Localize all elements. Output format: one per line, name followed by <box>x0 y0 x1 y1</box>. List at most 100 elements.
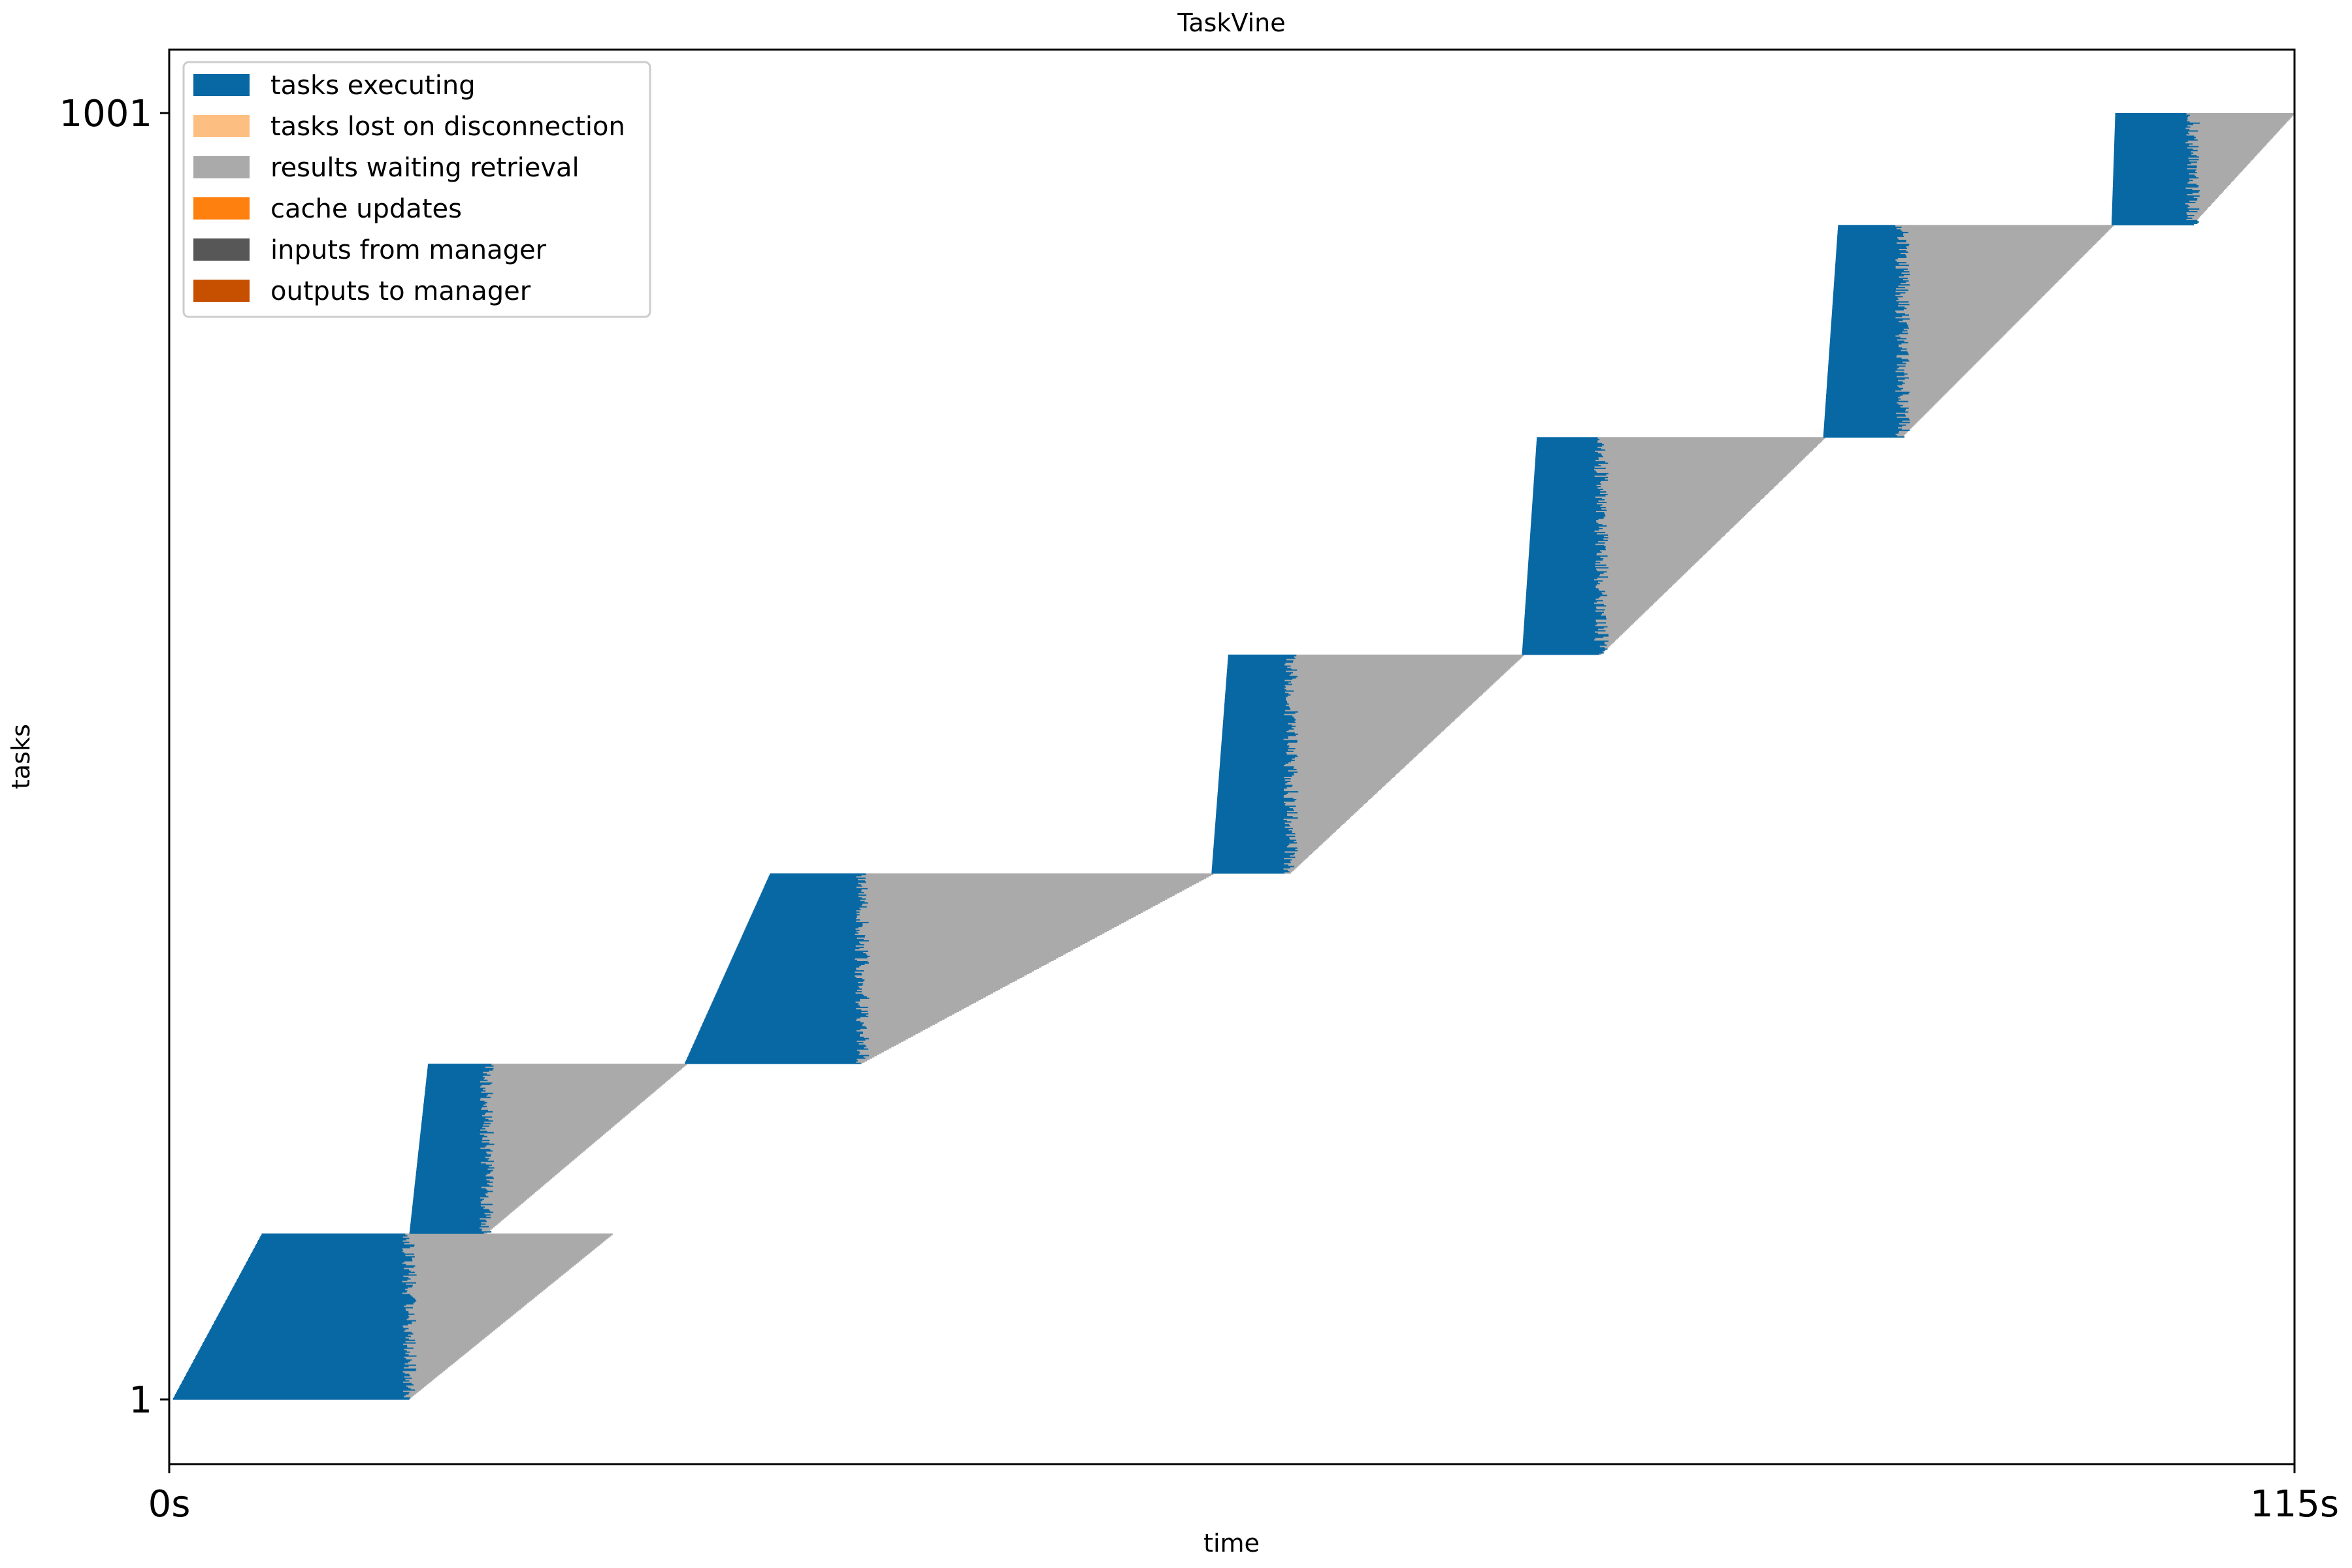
exec-bar <box>425 1092 493 1094</box>
wait-bar <box>868 939 1090 942</box>
exec-bar <box>1527 570 1607 573</box>
exec-bar <box>1835 260 1897 263</box>
wait-bar <box>1298 676 1502 678</box>
exec-bar <box>415 1180 490 1182</box>
exec-bar <box>421 1121 485 1123</box>
exec-bar <box>1216 813 1288 815</box>
wait-bar <box>416 1274 563 1276</box>
exec-bar <box>215 1320 416 1322</box>
exec-bar <box>426 1078 484 1080</box>
wait-bar <box>862 924 1119 926</box>
exec-bar <box>1529 552 1597 555</box>
wait-bar <box>481 1186 542 1188</box>
exec-bar <box>211 1326 404 1328</box>
exec-bar <box>188 1369 416 1371</box>
wait-bar <box>1895 294 2044 297</box>
wait-bar <box>1604 512 1748 514</box>
wait-bar <box>1298 817 1350 819</box>
exec-bar <box>1826 390 1896 392</box>
exec-bar <box>416 1169 493 1171</box>
wait-bar <box>1897 354 1984 357</box>
wait-bar <box>2189 178 2235 180</box>
wait-bar <box>487 1159 574 1161</box>
wait-bar <box>1901 357 1982 359</box>
exec-bar <box>1833 302 1899 304</box>
wait-bar <box>415 1256 585 1258</box>
exec-bar <box>1832 306 1905 308</box>
wait-bar <box>1906 415 1924 417</box>
exec-bar <box>1522 653 1599 655</box>
exec-bar <box>2113 178 2190 180</box>
exec-bar <box>1826 389 1902 391</box>
wait-bar <box>1290 665 1513 667</box>
exec-bar <box>1211 872 1285 874</box>
wait-bar <box>407 1346 474 1348</box>
exec-bar <box>1222 730 1287 732</box>
exec-bar <box>1535 466 1595 468</box>
wait-bar <box>860 899 1165 902</box>
exec-bar <box>2115 121 2190 123</box>
wait-bar <box>414 1313 515 1315</box>
wait-bar <box>483 1124 616 1126</box>
wait-bar <box>1910 421 1918 423</box>
exec-bar <box>197 1352 406 1354</box>
wait-bar <box>866 898 1168 900</box>
wait-bar <box>1599 653 1602 655</box>
wait-bar <box>1899 248 2090 250</box>
x-tick-label: 115s <box>2250 1483 2339 1526</box>
exec-bar <box>196 1355 417 1357</box>
exec-bar <box>768 875 857 878</box>
exec-bar <box>1535 462 1609 464</box>
exec-bar <box>412 1211 494 1213</box>
wait-bar <box>485 1066 684 1068</box>
wait-bar <box>494 1143 593 1145</box>
exec-bar <box>767 878 858 881</box>
wait-bar <box>868 1010 959 1012</box>
exec-bar <box>1223 717 1295 719</box>
wait-bar <box>1910 284 2055 286</box>
wait-bar <box>1292 830 1336 832</box>
exec-bar <box>1527 572 1604 574</box>
wait-bar <box>1598 457 1805 459</box>
wait-bar <box>1594 638 1616 641</box>
exec-bar <box>694 1041 864 1043</box>
wait-bar <box>1604 641 1614 644</box>
exec-bar <box>2114 152 2194 154</box>
exec-bar <box>259 1239 406 1241</box>
exec-bar <box>1532 502 1597 504</box>
exec-bar <box>2112 221 2199 223</box>
exec-bar <box>410 1228 482 1230</box>
wait-bar <box>1594 468 1793 470</box>
exec-bar <box>1831 324 1909 327</box>
exec-bar <box>1829 340 1904 342</box>
wait-bar <box>1284 851 1314 853</box>
exec-bar <box>1225 689 1286 691</box>
wait-bar <box>2192 188 2225 191</box>
exec-bar <box>1526 586 1596 589</box>
wait-bar <box>406 1291 542 1293</box>
wait-bar <box>1296 721 1452 723</box>
exec-bar <box>1535 455 1603 457</box>
exec-bar <box>2114 136 2197 139</box>
exec-bar <box>1826 394 1903 396</box>
exec-bar <box>242 1269 409 1271</box>
wait-bar <box>1298 849 1315 852</box>
exec-bar <box>243 1267 404 1269</box>
exec-bar <box>1829 345 1899 348</box>
wait-bar <box>1904 340 1999 342</box>
exec-bar <box>1531 517 1604 519</box>
exec-bar <box>414 1194 487 1196</box>
wait-bar <box>860 1005 969 1007</box>
exec-bar <box>1218 780 1291 782</box>
exec-bar <box>204 1341 406 1343</box>
exec-bar <box>1221 747 1296 749</box>
exec-bar <box>1526 599 1603 602</box>
exec-bar <box>1527 565 1595 568</box>
exec-bar <box>1835 261 1907 264</box>
exec-bar <box>1218 789 1284 791</box>
wait-bar <box>862 903 1158 906</box>
wait-bar <box>1298 711 1464 713</box>
exec-bar <box>727 967 857 969</box>
wait-bar <box>493 1111 631 1113</box>
exec-bar <box>1836 252 1901 254</box>
